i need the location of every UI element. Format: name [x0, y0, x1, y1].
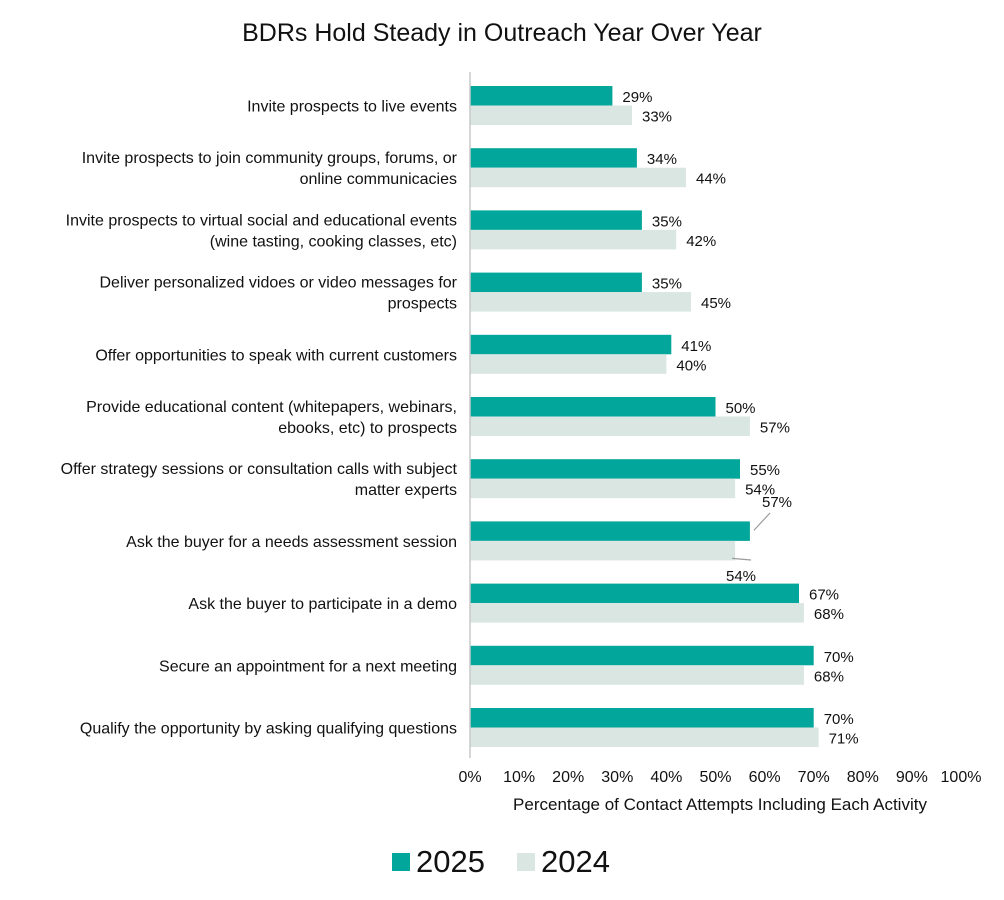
category-label-line: Invite prospects to join community group… [82, 150, 458, 167]
bar-2025 [470, 583, 799, 604]
category-label-line: Ask the buyer for a needs assessment ses… [126, 534, 457, 551]
category-label: Invite prospects to virtual social and e… [66, 212, 457, 250]
data-label-2024: 40% [676, 357, 706, 374]
legend-swatch-2025 [392, 853, 410, 871]
category-label-line: prospects [388, 296, 457, 313]
data-label-2024: 57% [760, 420, 790, 437]
bar-2025 [470, 645, 814, 666]
category-label: Offer strategy sessions or consultation … [61, 461, 458, 499]
bar-2024 [470, 478, 736, 499]
x-tick-label: 40% [650, 769, 682, 786]
data-label-2024: 45% [701, 295, 731, 312]
data-label-2024: 54% [726, 568, 756, 585]
bar-2025 [470, 397, 716, 417]
bar-2024 [470, 292, 691, 312]
x-tick-label: 50% [699, 769, 731, 786]
data-label-2024: 33% [642, 109, 672, 126]
x-tick-label: 90% [896, 769, 928, 786]
bar-2025 [470, 334, 672, 355]
bar-2024 [470, 354, 667, 374]
bar-2025 [470, 708, 814, 728]
data-label-2025: 70% [824, 649, 854, 666]
category-label: Secure an appointment for a next meeting [159, 658, 457, 675]
leader-line [753, 512, 771, 531]
data-label-2024: 42% [686, 233, 716, 250]
x-tick-label: 20% [552, 769, 584, 786]
legend-label-2024: 2024 [541, 844, 610, 879]
category-labels: Invite prospects to live events Invite pr… [61, 99, 458, 738]
data-label-2025: 55% [750, 462, 780, 479]
bar-2025 [470, 272, 642, 293]
data-label-2024: 68% [814, 606, 844, 623]
category-label-line: Ask the buyer to participate in a demo [188, 596, 457, 613]
legend: 2025 2024 [392, 844, 610, 879]
bar-2024 [470, 603, 804, 623]
bar-2024 [470, 416, 750, 436]
category-label: Offer opportunities to speak with curren… [95, 347, 457, 364]
data-label-2024: 44% [696, 171, 726, 188]
x-axis-ticks: 0% 10% 20% 30% 40% 50% 60% 70% 80% 90% 100% [458, 769, 981, 786]
category-label-line: ebooks, etc) to prospects [278, 420, 457, 437]
data-label-2025: 70% [824, 711, 854, 728]
data-label-2025: 57% [762, 494, 792, 511]
legend-swatch-2024 [517, 853, 535, 871]
data-label-2025: 41% [681, 338, 711, 355]
category-label-line: matter experts [355, 482, 457, 499]
category-label-line: Deliver personalized vidoes or video mes… [99, 275, 457, 292]
leader-line [732, 557, 752, 561]
x-tick-label: 60% [749, 769, 781, 786]
bar-2025 [470, 521, 750, 541]
bar-2024 [470, 540, 736, 561]
x-tick-label: 70% [798, 769, 830, 786]
data-label-2024: 71% [829, 731, 859, 748]
data-label-2024: 68% [814, 668, 844, 685]
bar-2025 [470, 86, 613, 106]
bar-2024 [470, 727, 819, 747]
category-label: Ask the buyer to participate in a demo [188, 596, 457, 613]
x-tick-label: 100% [941, 769, 982, 786]
category-label-line: Qualify the opportunity by asking qualif… [80, 721, 457, 738]
category-label-line: Invite prospects to virtual social and e… [66, 212, 457, 229]
data-label-2025: 34% [647, 151, 677, 168]
value-labels: 29% 34% 35% 35% 41% 50% 55% 57% 67% 70% 70% 33% 44% 4… [622, 89, 858, 748]
data-label-2025: 67% [809, 587, 839, 604]
bars [470, 86, 819, 747]
category-label-line: Offer strategy sessions or consultation … [61, 461, 458, 478]
bar-2024 [470, 229, 677, 250]
x-tick-label: 10% [503, 769, 535, 786]
category-label: Invite prospects to live events [247, 99, 457, 116]
data-label-2024: 54% [745, 482, 775, 499]
chart-title: BDRs Hold Steady in Outreach Year Over Y… [242, 19, 762, 47]
bar-2024 [470, 665, 804, 685]
category-label-line: Offer opportunities to speak with curren… [95, 347, 457, 364]
x-axis-title: Percentage of Contact Attempts Including… [513, 795, 927, 814]
x-tick-label: 0% [458, 769, 481, 786]
category-label: Deliver personalized vidoes or video mes… [99, 275, 457, 313]
data-label-2025: 50% [726, 400, 756, 417]
category-label-line: Secure an appointment for a next meeting [159, 658, 457, 675]
x-tick-label: 30% [601, 769, 633, 786]
category-label-line: Invite prospects to live events [247, 99, 457, 116]
category-label: Ask the buyer for a needs assessment ses… [126, 534, 457, 551]
bar-2025 [470, 148, 637, 168]
bar-2025 [470, 459, 740, 479]
bar-2024 [470, 105, 632, 125]
data-label-2025: 35% [652, 276, 682, 293]
category-label: Qualify the opportunity by asking qualif… [80, 721, 457, 738]
bar-2025 [470, 210, 642, 230]
x-tick-label: 80% [847, 769, 879, 786]
category-label-line: (wine tasting, cooking classes, etc) [210, 233, 457, 250]
category-label: Provide educational content (whitepapers… [86, 399, 457, 437]
legend-label-2025: 2025 [416, 844, 485, 879]
category-label-line: online communicacies [300, 171, 457, 188]
data-label-2025: 29% [622, 89, 652, 106]
bar-2024 [470, 167, 686, 188]
category-label-line: Provide educational content (whitepapers… [86, 399, 457, 416]
category-label: Invite prospects to join community group… [82, 150, 458, 188]
data-label-2025: 35% [652, 213, 682, 230]
